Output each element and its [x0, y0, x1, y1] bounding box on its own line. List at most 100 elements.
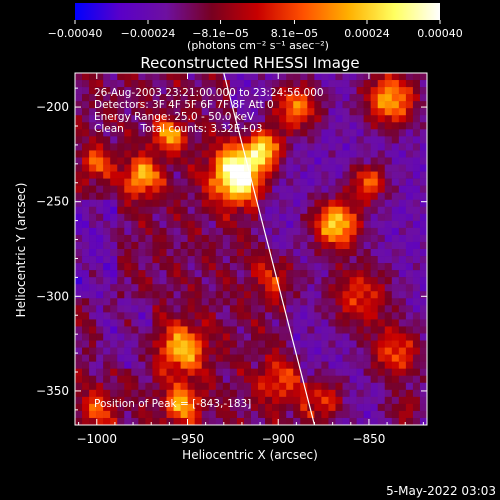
heatmap-cell: [138, 80, 146, 88]
heatmap-cell: [166, 241, 174, 250]
heatmap-cell: [187, 73, 195, 81]
heatmap-cell: [75, 241, 83, 250]
heatmap-cell: [377, 87, 386, 95]
heatmap-cell: [159, 347, 167, 355]
heatmap-cell: [391, 185, 400, 193]
heatmap-cell: [145, 94, 153, 102]
heatmap-cell: [229, 284, 238, 292]
heatmap-cell: [300, 171, 308, 179]
heatmap-cell: [272, 347, 280, 355]
heatmap-cell: [145, 115, 153, 123]
heatmap-cell: [180, 291, 188, 299]
heatmap-cell: [272, 192, 280, 201]
heatmap-cell: [152, 80, 160, 88]
heatmap-cell: [89, 199, 97, 208]
heatmap-cell: [229, 319, 238, 327]
heatmap-cell: [335, 220, 343, 229]
heatmap-cell: [236, 340, 245, 348]
heatmap-cell: [363, 94, 371, 102]
heatmap-cell: [321, 375, 329, 384]
heatmap-cell: [321, 227, 329, 236]
heatmap-cell: [286, 115, 294, 123]
heatmap-cell: [384, 73, 393, 81]
heatmap-cell: [251, 150, 259, 158]
heatmap-cell: [159, 319, 167, 327]
heatmap-cell: [124, 136, 132, 144]
heatmap-cell: [138, 375, 146, 384]
heatmap-cell: [251, 298, 259, 306]
heatmap-cell: [187, 389, 195, 398]
heatmap-cell: [124, 326, 132, 334]
heatmap-cell: [96, 305, 104, 313]
heatmap-cell: [201, 375, 210, 384]
heatmap-cell: [398, 319, 407, 327]
heatmap-cell: [307, 101, 315, 109]
heatmap-cell: [138, 115, 146, 123]
heatmap-cell: [215, 213, 224, 222]
heatmap-cell: [335, 305, 343, 313]
heatmap-cell: [215, 150, 224, 158]
heatmap-cell: [159, 94, 167, 102]
heatmap-cell: [194, 143, 203, 151]
heatmap-cell: [286, 361, 294, 369]
heatmap-cell: [96, 263, 104, 271]
heatmap-cell: [251, 403, 259, 412]
heatmap-cell: [82, 178, 90, 186]
heatmap-cell: [110, 143, 118, 151]
heatmap-cell: [384, 263, 393, 271]
heatmap-cell: [307, 164, 315, 172]
heatmap-cell: [258, 192, 266, 201]
heatmap-cell: [145, 157, 153, 165]
heatmap-cell: [103, 192, 111, 201]
colorbar-gradient: [75, 3, 440, 20]
heatmap-cell: [236, 284, 245, 292]
heatmap-cell: [300, 312, 308, 320]
heatmap-cell: [159, 382, 167, 391]
heatmap-cell: [96, 171, 104, 179]
x-tick-label: −1000: [76, 432, 117, 446]
heatmap-cell: [201, 115, 210, 123]
heatmap-cell: [286, 87, 294, 95]
heatmap-cell: [180, 270, 188, 278]
heatmap-cell: [398, 347, 407, 355]
heatmap-cell: [103, 101, 111, 109]
heatmap-cell: [131, 192, 139, 201]
heatmap-cell: [356, 354, 364, 362]
heatmap-cell: [201, 108, 210, 116]
heatmap-cell: [293, 150, 301, 158]
heatmap-cell: [110, 241, 118, 250]
heatmap-cell: [286, 101, 294, 109]
heatmap-cell: [187, 241, 195, 250]
heatmap-cell: [356, 227, 364, 236]
heatmap-cell: [328, 319, 336, 327]
heatmap-cell: [405, 234, 414, 243]
heatmap-cell: [293, 143, 301, 151]
heatmap-cell: [96, 234, 104, 243]
heatmap-cell: [215, 241, 224, 250]
heatmap-cell: [152, 291, 160, 299]
heatmap-cell: [391, 319, 400, 327]
heatmap-cell: [152, 129, 160, 137]
heatmap-cell: [286, 192, 294, 201]
heatmap-cell: [370, 375, 379, 384]
heatmap-cell: [377, 256, 386, 264]
heatmap-cell: [75, 213, 83, 222]
heatmap-cell: [405, 333, 414, 341]
heatmap-cell: [384, 129, 393, 137]
heatmap-cell: [124, 185, 132, 193]
heatmap-cell: [222, 340, 231, 348]
heatmap-cell: [342, 305, 350, 313]
heatmap-cell: [412, 249, 421, 257]
heatmap-cell: [363, 227, 371, 236]
heatmap-cell: [124, 319, 132, 327]
heatmap-cell: [236, 143, 245, 151]
heatmap-cell: [75, 396, 83, 405]
heatmap-cell: [103, 284, 111, 292]
heatmap-cell: [314, 368, 322, 377]
heatmap-cell: [89, 171, 97, 179]
heatmap-cell: [243, 87, 252, 95]
heatmap-cell: [89, 389, 97, 398]
heatmap-cell: [300, 227, 308, 236]
heatmap-cell: [110, 396, 118, 405]
